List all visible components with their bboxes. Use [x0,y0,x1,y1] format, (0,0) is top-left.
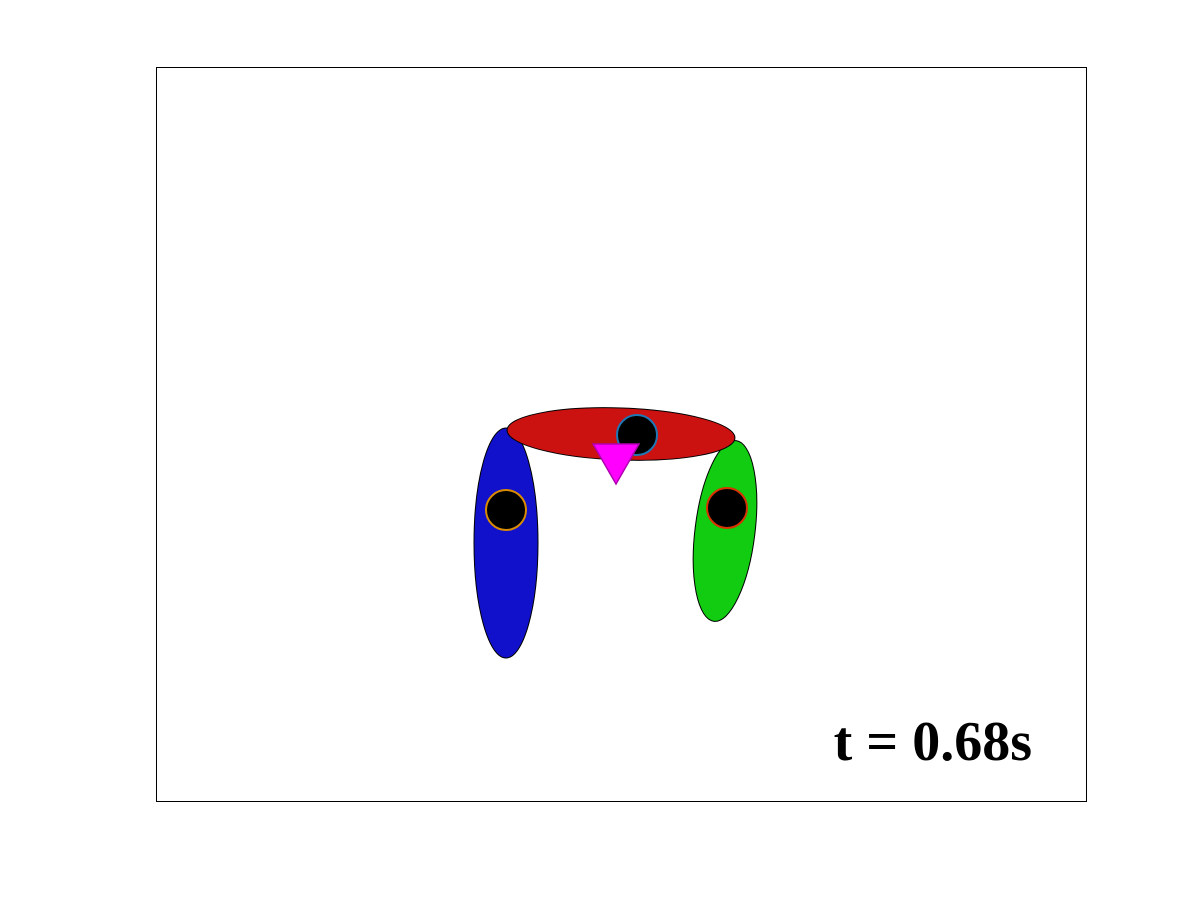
left-leg-joint-marker [485,489,527,531]
center-of-mass-marker [591,443,641,486]
right-leg-joint-marker [706,487,748,529]
time-label: t = 0.68s [834,711,1032,773]
left-leg-body [473,427,539,659]
right-leg-body [692,440,758,622]
